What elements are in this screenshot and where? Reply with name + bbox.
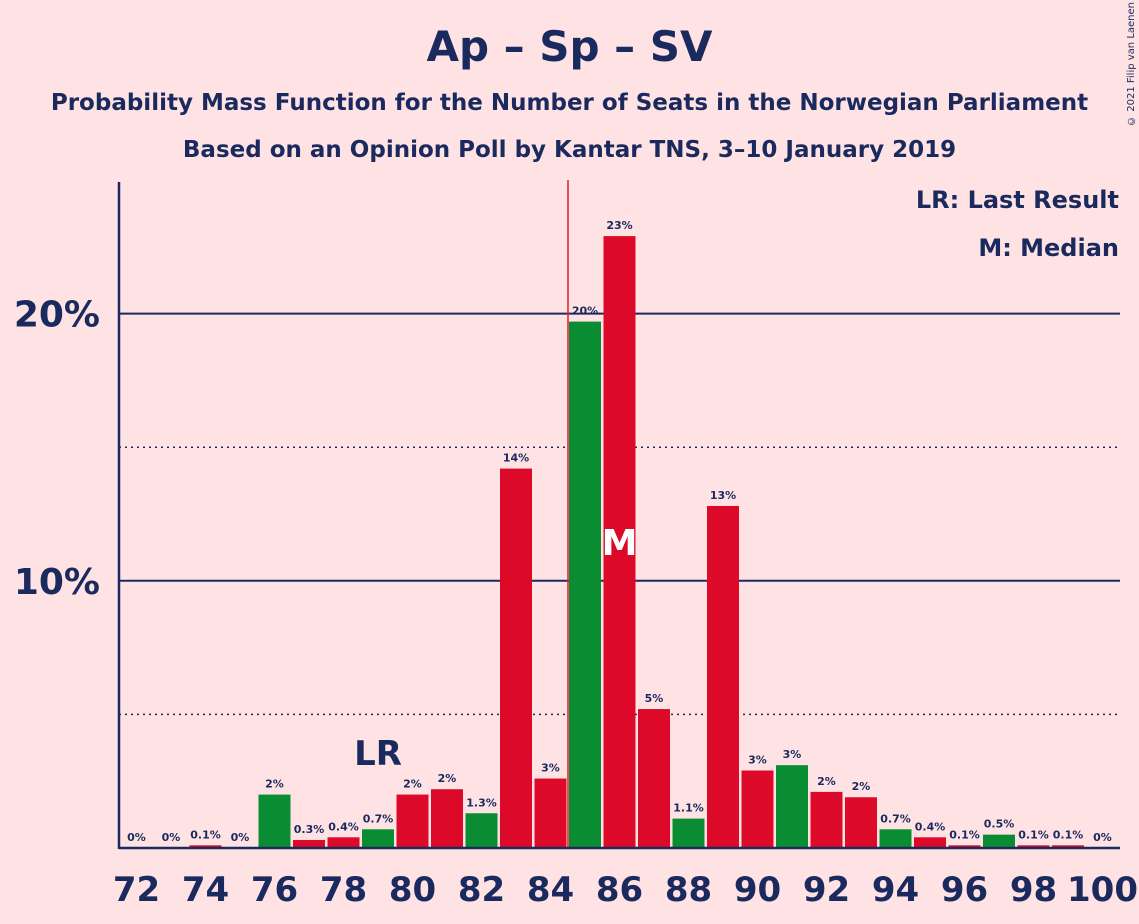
x-tick-label: 80 bbox=[389, 870, 436, 910]
bar bbox=[672, 818, 705, 848]
bar bbox=[293, 839, 325, 848]
data-label: 0.7% bbox=[363, 812, 394, 825]
bar bbox=[465, 813, 498, 848]
data-label: 14% bbox=[503, 452, 529, 465]
x-tick-label: 82 bbox=[458, 870, 505, 910]
data-label: 0.3% bbox=[294, 823, 325, 836]
last-result-marker: LR bbox=[354, 734, 402, 774]
data-label: 20% bbox=[572, 305, 598, 318]
data-label: 0.7% bbox=[880, 812, 911, 825]
data-label: 0.1% bbox=[1018, 828, 1049, 841]
bar bbox=[258, 794, 291, 848]
x-tick-label: 72 bbox=[113, 870, 160, 910]
legend-last-result: LR: Last Result bbox=[915, 186, 1119, 214]
bar bbox=[569, 321, 601, 849]
bar bbox=[1052, 845, 1084, 848]
data-label: 2% bbox=[852, 780, 871, 793]
bar bbox=[431, 789, 463, 848]
data-label: 0.5% bbox=[984, 818, 1015, 831]
x-tick-label: 98 bbox=[1010, 870, 1057, 910]
chart-title: Ap – Sp – SV bbox=[426, 22, 713, 71]
x-tick-label: 90 bbox=[734, 870, 781, 910]
data-label: 0% bbox=[127, 831, 146, 844]
bar bbox=[327, 837, 360, 848]
x-tick-label: 100 bbox=[1067, 870, 1138, 910]
data-label: 0% bbox=[1093, 831, 1112, 844]
bar bbox=[603, 236, 636, 848]
data-label: 3% bbox=[748, 754, 767, 767]
data-label: 3% bbox=[541, 762, 560, 775]
data-label: 1.1% bbox=[673, 802, 704, 815]
chart-subtitle: Probability Mass Function for the Number… bbox=[50, 90, 1089, 116]
bar bbox=[914, 837, 946, 848]
bar bbox=[707, 505, 739, 848]
x-tick-label: 94 bbox=[872, 870, 919, 910]
chart-subtitle-source: Based on an Opinion Poll by Kantar TNS, … bbox=[182, 137, 957, 163]
data-label: 0.1% bbox=[1053, 828, 1084, 841]
data-label: 2% bbox=[438, 772, 457, 785]
bar bbox=[776, 765, 808, 848]
bar bbox=[741, 770, 774, 848]
x-tick-label: 96 bbox=[941, 870, 988, 910]
data-label: 3% bbox=[783, 748, 802, 761]
data-label: 0% bbox=[231, 831, 250, 844]
x-tick-label: 92 bbox=[803, 870, 850, 910]
bar bbox=[534, 778, 567, 848]
bar bbox=[983, 834, 1015, 848]
bar bbox=[948, 845, 981, 848]
data-label: 0.1% bbox=[190, 828, 221, 841]
bar bbox=[396, 794, 429, 848]
data-label: 0.1% bbox=[949, 828, 980, 841]
data-label: 1.3% bbox=[466, 796, 497, 809]
bar bbox=[810, 791, 843, 848]
y-tick-label: 10% bbox=[14, 562, 100, 603]
data-label: 2% bbox=[817, 775, 836, 788]
median-marker: M bbox=[602, 523, 638, 564]
x-tick-label: 88 bbox=[665, 870, 712, 910]
bar bbox=[500, 468, 532, 848]
x-tick-label: 76 bbox=[251, 870, 298, 910]
data-label: 2% bbox=[265, 778, 284, 791]
bar bbox=[845, 797, 877, 848]
bar bbox=[189, 845, 222, 848]
data-label: 0.4% bbox=[328, 820, 359, 833]
data-label: 0.4% bbox=[915, 820, 946, 833]
bar bbox=[638, 709, 670, 848]
x-tick-label: 84 bbox=[527, 870, 574, 910]
x-tick-label: 74 bbox=[182, 870, 229, 910]
y-tick-label: 20% bbox=[14, 295, 100, 336]
data-label: 2% bbox=[403, 778, 422, 791]
bar bbox=[362, 829, 394, 848]
data-label: 0% bbox=[162, 831, 181, 844]
x-tick-label: 86 bbox=[596, 870, 643, 910]
data-label: 5% bbox=[645, 692, 664, 705]
bar bbox=[879, 829, 912, 848]
legend-median: M: Median bbox=[978, 234, 1119, 262]
bar bbox=[1017, 845, 1050, 848]
x-tick-label: 78 bbox=[320, 870, 367, 910]
data-label: 13% bbox=[710, 489, 736, 502]
data-label: 23% bbox=[606, 219, 632, 232]
